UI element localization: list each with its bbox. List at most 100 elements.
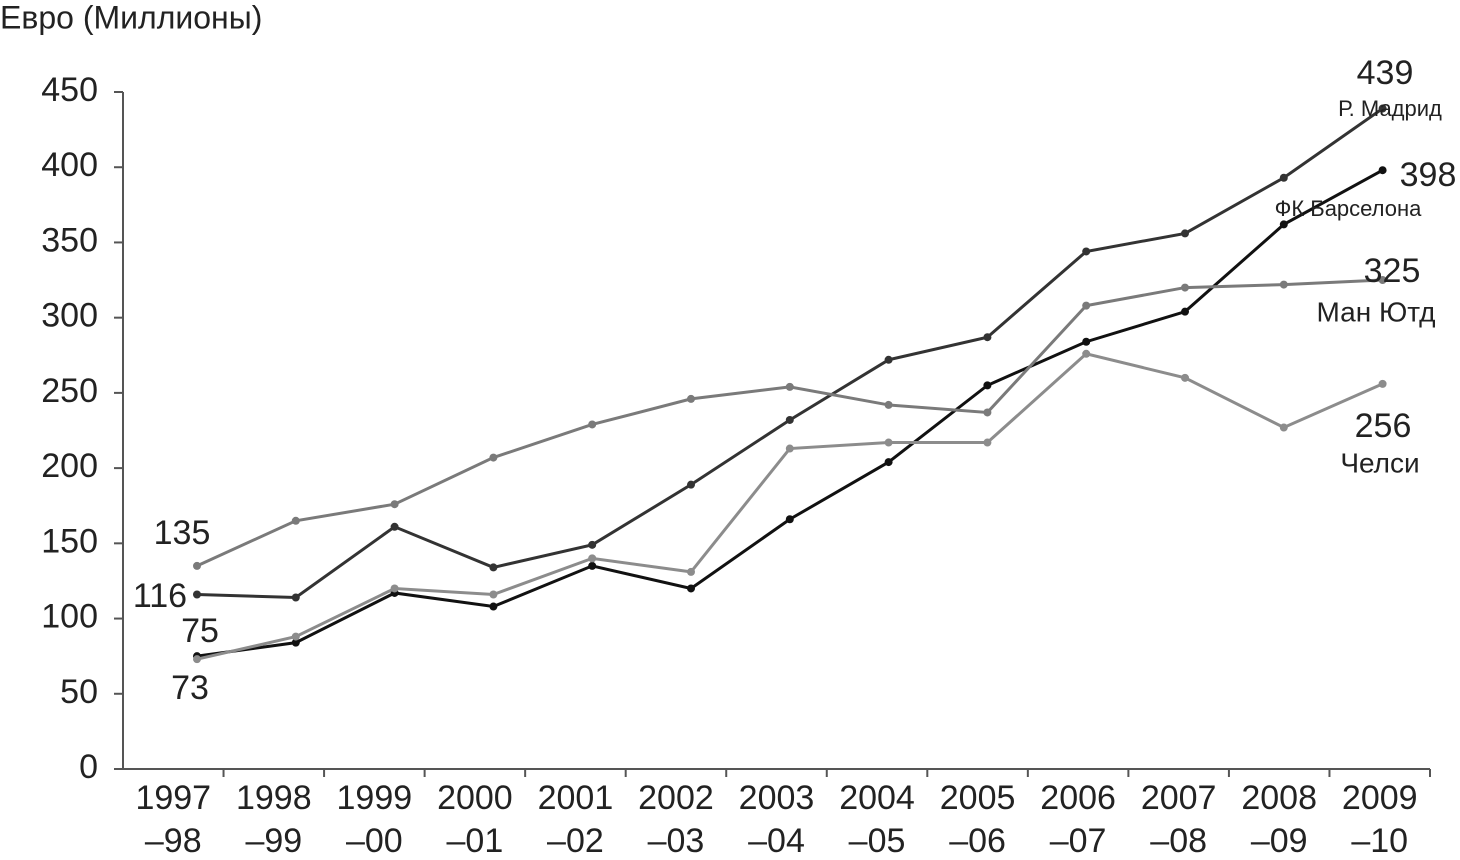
x-tick-label: 2009	[1342, 779, 1418, 817]
x-tick-label: –05	[849, 822, 906, 860]
x-tick-label: –09	[1251, 822, 1308, 860]
point	[489, 453, 498, 462]
series-name: ФК Барселона	[1275, 196, 1423, 221]
series-line	[196, 107, 1384, 600]
series-name: Р. Мадрид	[1338, 96, 1442, 121]
x-tick-label: 1998	[236, 779, 312, 817]
point	[687, 480, 695, 489]
point	[1082, 247, 1091, 256]
point	[1378, 379, 1387, 388]
point	[291, 638, 300, 647]
point	[1279, 173, 1288, 182]
x-tick-label: –03	[648, 822, 705, 860]
point	[884, 400, 893, 409]
x-tick-label: 2000	[437, 779, 513, 817]
x-tick-label: 2002	[638, 779, 714, 817]
x-tick-label: 2001	[538, 779, 614, 817]
point	[1378, 166, 1387, 175]
point	[390, 584, 399, 593]
series-name: Челси	[1340, 447, 1419, 478]
point	[588, 540, 597, 549]
point	[588, 554, 597, 563]
x-tick-label: –02	[547, 822, 604, 860]
point	[884, 355, 893, 364]
point	[1378, 276, 1387, 285]
value-label: 73	[171, 669, 209, 707]
point	[983, 438, 992, 447]
x-tick-label: –10	[1351, 822, 1408, 860]
value-label: 439	[1357, 54, 1414, 92]
x-tick-label: 2003	[739, 779, 815, 817]
x-tick-label: 2004	[839, 779, 915, 817]
point	[291, 516, 300, 525]
point	[687, 394, 695, 403]
point	[884, 438, 893, 447]
y-tick-label: 450	[41, 71, 98, 109]
x-tick-label: 2005	[940, 779, 1016, 817]
point	[983, 381, 992, 390]
point	[687, 584, 695, 593]
y-tick-label: 0	[79, 748, 98, 786]
point	[489, 602, 498, 611]
point	[785, 515, 794, 524]
point	[1082, 349, 1091, 358]
x-tick-label: –06	[949, 822, 1006, 860]
point	[1279, 280, 1288, 289]
point	[291, 632, 300, 641]
point	[193, 590, 201, 599]
y-tick-label: 350	[41, 221, 98, 259]
x-tick-label: 2007	[1141, 779, 1217, 817]
point	[489, 563, 498, 572]
value-label: 116	[133, 577, 187, 615]
x-tick-label: –99	[245, 822, 302, 860]
y-tick-label: 400	[41, 146, 98, 184]
x-tick-label: 1997	[135, 779, 211, 817]
point	[390, 500, 399, 509]
x-tick-label: –98	[145, 822, 202, 860]
y-tick-label: 100	[41, 598, 98, 636]
point	[193, 561, 201, 570]
series-line	[196, 168, 1384, 658]
y-tick-label: 150	[41, 522, 98, 560]
point	[983, 333, 992, 342]
point	[193, 655, 201, 664]
point	[588, 420, 597, 429]
point	[1082, 337, 1091, 346]
point	[1082, 301, 1091, 310]
x-tick-label: 2008	[1241, 779, 1317, 817]
point	[785, 415, 794, 424]
value-label: 398	[1400, 156, 1457, 194]
point	[1181, 373, 1189, 382]
value-label: 75	[181, 612, 219, 650]
x-tick-label: –07	[1050, 822, 1107, 860]
point	[884, 458, 893, 467]
x-tick-label: –00	[346, 822, 403, 860]
y-tick-label: 50	[60, 673, 98, 711]
value-label: 325	[1364, 252, 1421, 290]
y-tick-label: 300	[41, 297, 98, 335]
point	[1378, 104, 1387, 113]
point	[588, 561, 597, 570]
point	[1181, 307, 1189, 316]
y-tick-label: 250	[41, 372, 98, 410]
value-label: 135	[154, 514, 211, 552]
point	[489, 590, 498, 599]
point	[390, 522, 399, 531]
series-name: Ман Ютд	[1317, 296, 1436, 327]
point	[1181, 229, 1189, 238]
point	[1279, 423, 1288, 432]
x-tick-label: –01	[447, 822, 504, 860]
point	[1181, 283, 1189, 292]
point	[983, 408, 992, 417]
point	[785, 382, 794, 391]
y-tick-label: 200	[41, 447, 98, 485]
x-tick-label: 2006	[1040, 779, 1116, 817]
point	[687, 567, 695, 576]
x-tick-label: 1999	[337, 779, 413, 817]
point	[785, 444, 794, 453]
y-axis-label: Евро (Миллионы)	[0, 0, 262, 35]
value-label: 256	[1355, 407, 1412, 445]
x-tick-label: –08	[1150, 822, 1207, 860]
point	[291, 593, 300, 602]
